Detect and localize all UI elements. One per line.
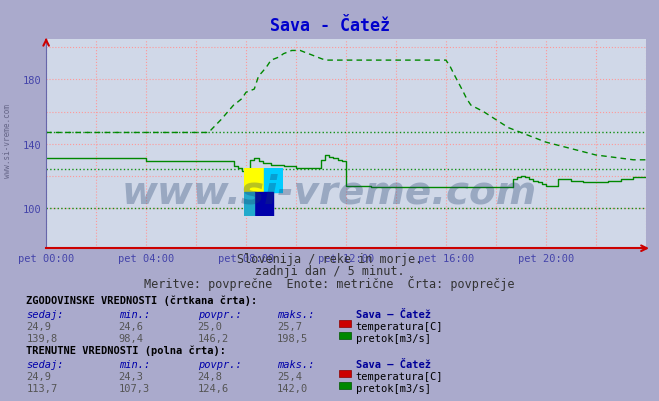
Text: 24,9: 24,9 [26, 371, 51, 381]
Text: sedaj:: sedaj: [26, 359, 64, 369]
Text: 24,8: 24,8 [198, 371, 223, 381]
Bar [244, 192, 254, 217]
Text: Slovenija / reke in morje.: Slovenija / reke in morje. [237, 252, 422, 265]
Text: 98,4: 98,4 [119, 334, 144, 344]
Text: Sava – Čatež: Sava – Čatež [356, 310, 431, 320]
Text: 107,3: 107,3 [119, 383, 150, 393]
Text: Sava - Čatež: Sava - Čatež [270, 17, 389, 35]
Text: povpr.:: povpr.: [198, 359, 241, 369]
Text: 139,8: 139,8 [26, 334, 57, 344]
Text: 24,9: 24,9 [26, 322, 51, 332]
Text: ZGODOVINSKE VREDNOSTI (črtkana črta):: ZGODOVINSKE VREDNOSTI (črtkana črta): [26, 295, 258, 305]
Text: povpr.:: povpr.: [198, 310, 241, 320]
Text: TRENUTNE VREDNOSTI (polna črta):: TRENUTNE VREDNOSTI (polna črta): [26, 345, 226, 355]
Bar [254, 192, 273, 217]
Text: 124,6: 124,6 [198, 383, 229, 393]
Text: maks.:: maks.: [277, 310, 314, 320]
Text: maks.:: maks.: [277, 359, 314, 369]
Text: Sava – Čatež: Sava – Čatež [356, 359, 431, 369]
Text: www.si-vreme.com: www.si-vreme.com [122, 174, 537, 211]
Text: 25,7: 25,7 [277, 322, 302, 332]
Text: zadnji dan / 5 minut.: zadnji dan / 5 minut. [254, 264, 405, 277]
Text: sedaj:: sedaj: [26, 310, 64, 320]
Text: min.:: min.: [119, 359, 150, 369]
Text: pretok[m3/s]: pretok[m3/s] [356, 383, 431, 393]
Text: 146,2: 146,2 [198, 334, 229, 344]
Text: 198,5: 198,5 [277, 334, 308, 344]
Bar [264, 168, 283, 192]
Text: 113,7: 113,7 [26, 383, 57, 393]
Text: min.:: min.: [119, 310, 150, 320]
Text: pretok[m3/s]: pretok[m3/s] [356, 334, 431, 344]
Text: 25,4: 25,4 [277, 371, 302, 381]
Text: 24,3: 24,3 [119, 371, 144, 381]
Text: 25,0: 25,0 [198, 322, 223, 332]
Bar [244, 168, 264, 192]
Text: temperatura[C]: temperatura[C] [356, 371, 444, 381]
Text: Meritve: povprečne  Enote: metrične  Črta: povprečje: Meritve: povprečne Enote: metrične Črta:… [144, 275, 515, 290]
Text: temperatura[C]: temperatura[C] [356, 322, 444, 332]
Text: 142,0: 142,0 [277, 383, 308, 393]
Text: www.si-vreme.com: www.si-vreme.com [3, 103, 13, 177]
Text: 24,6: 24,6 [119, 322, 144, 332]
